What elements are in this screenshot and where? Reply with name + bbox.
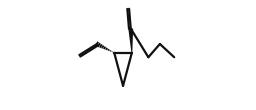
Polygon shape: [128, 28, 133, 53]
